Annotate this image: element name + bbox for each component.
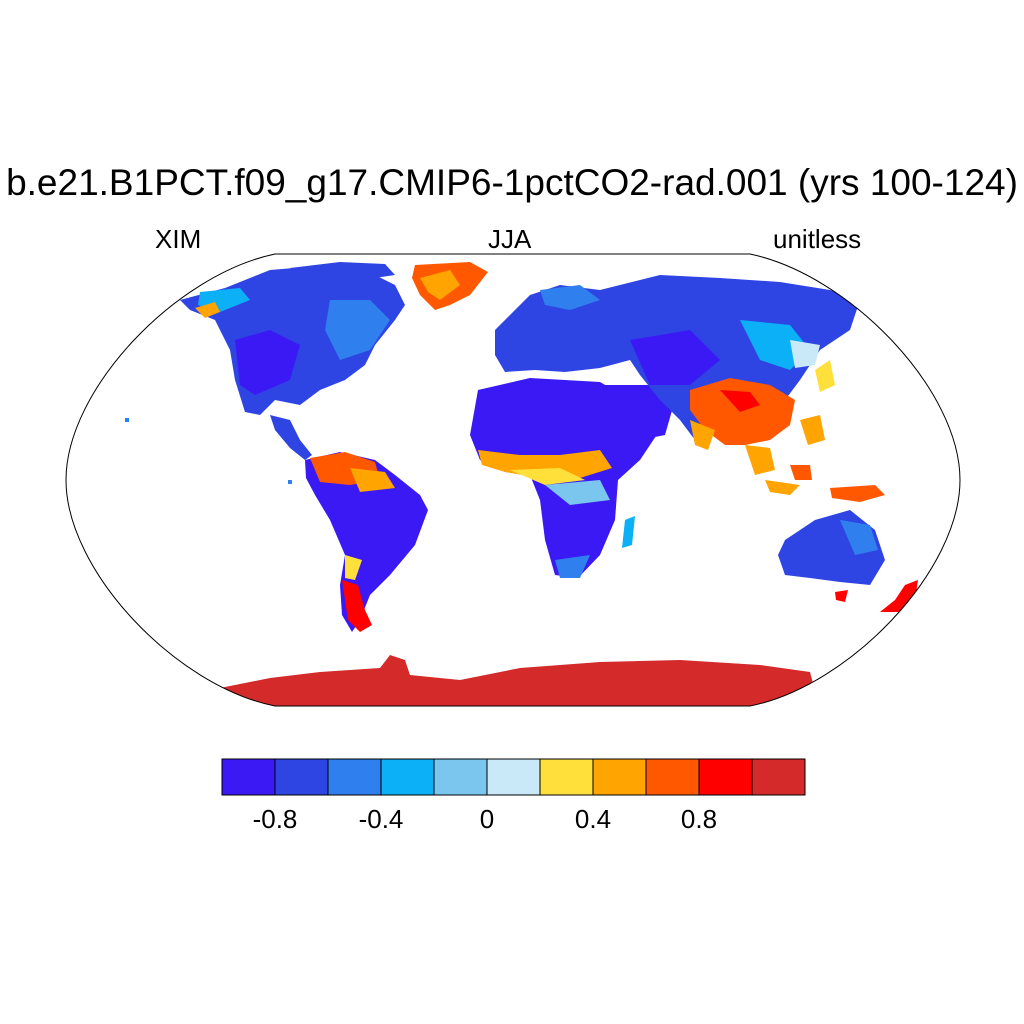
colorbar-tick-label: 0.8: [681, 804, 717, 834]
colorbar-swatch: [698, 758, 753, 796]
colorbar-swatch: [380, 758, 435, 796]
units-label: unitless: [773, 224, 862, 254]
colorbar-swatch: [539, 758, 594, 796]
colorbar-swatch: [645, 758, 700, 796]
colorbar-swatch: [486, 758, 541, 796]
map-title: b.e21.B1PCT.f09_g17.CMIP6-1pctCO2-rad.00…: [6, 162, 1018, 203]
season-label: JJA: [488, 224, 532, 254]
colorbar-tick-label: 0.4: [575, 804, 611, 834]
colorbar-swatch: [751, 758, 806, 796]
colorbar-swatch: [274, 758, 329, 796]
colorbar-swatch: [592, 758, 647, 796]
colorbar-tick-label: 0: [480, 804, 494, 834]
south-asia-land: [690, 378, 795, 445]
colorbar-tick-label: -0.8: [253, 804, 298, 834]
left-label: XIM: [155, 224, 202, 254]
map-border: [65, 253, 961, 707]
south-america-land: [305, 452, 428, 632]
sahel-band: [478, 450, 612, 478]
colorbar-swatch: [327, 758, 382, 796]
patagonia-land: [342, 580, 372, 632]
colorbar-tick-label: -0.4: [359, 804, 404, 834]
colorbar-swatch: [433, 758, 488, 796]
asia-land: [600, 275, 860, 440]
antarctica-land: [200, 655, 820, 706]
colorbar-swatch: [221, 758, 276, 796]
